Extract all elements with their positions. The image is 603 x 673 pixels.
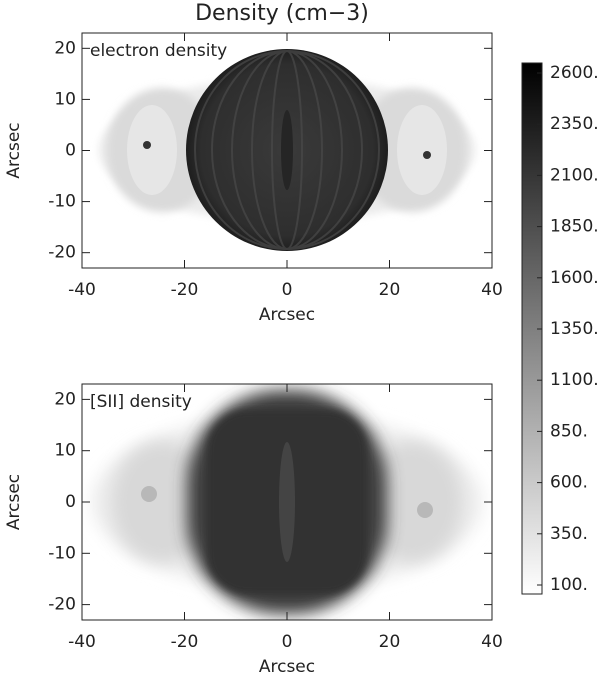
y-tick-label: 0 bbox=[65, 492, 76, 512]
x-tick-label: 40 bbox=[481, 280, 503, 300]
density-image bbox=[92, 390, 482, 614]
colorbar-tick-label: 1850. bbox=[550, 217, 599, 237]
colorbar-tick-label: 1350. bbox=[550, 319, 599, 339]
x-axis-label: Arcsec bbox=[259, 305, 315, 325]
figure-title: Density (cm−3) bbox=[195, 1, 369, 26]
x-tick-label: 0 bbox=[282, 632, 293, 652]
colorbar-tick-label: 600. bbox=[550, 473, 588, 493]
y-tick-label: 0 bbox=[65, 141, 76, 161]
x-tick-label: -20 bbox=[171, 632, 199, 652]
y-tick-label: -20 bbox=[48, 595, 76, 615]
x-tick-label: 20 bbox=[379, 280, 401, 300]
x-tick-label: 20 bbox=[379, 632, 401, 652]
x-tick-label: -40 bbox=[68, 280, 96, 300]
y-tick-label: 20 bbox=[54, 389, 76, 409]
x-tick-label: 0 bbox=[282, 280, 293, 300]
x-tick-label: -40 bbox=[68, 632, 96, 652]
colorbar-tick-label: 2600. bbox=[550, 63, 599, 83]
x-tick-label: -20 bbox=[171, 280, 199, 300]
x-tick-label: 40 bbox=[481, 632, 503, 652]
colorbar-tick-label: 2100. bbox=[550, 165, 599, 185]
density-image bbox=[99, 49, 475, 251]
colorbar-tick-label: 850. bbox=[550, 421, 588, 441]
y-tick-label: 10 bbox=[54, 89, 76, 109]
y-tick-label: 10 bbox=[54, 441, 76, 461]
colorbar-tick-label: 100. bbox=[550, 575, 588, 595]
y-axis-label: Arcsec bbox=[4, 474, 24, 530]
y-axis-label: Arcsec bbox=[4, 122, 24, 178]
colorbar-tick-label: 2350. bbox=[550, 114, 599, 134]
colorbar-tick-label: 1100. bbox=[550, 370, 599, 390]
panel-annotation: electron density bbox=[90, 41, 227, 61]
colorbar-tick-label: 350. bbox=[550, 524, 588, 544]
y-tick-label: 20 bbox=[54, 38, 76, 58]
y-tick-label: -10 bbox=[48, 543, 76, 563]
colorbar-tick-label: 1600. bbox=[550, 268, 599, 288]
y-tick-label: -10 bbox=[48, 192, 76, 212]
panel-annotation: [SII] density bbox=[90, 392, 192, 412]
y-tick-label: -20 bbox=[48, 243, 76, 263]
x-axis-label: Arcsec bbox=[259, 657, 315, 673]
